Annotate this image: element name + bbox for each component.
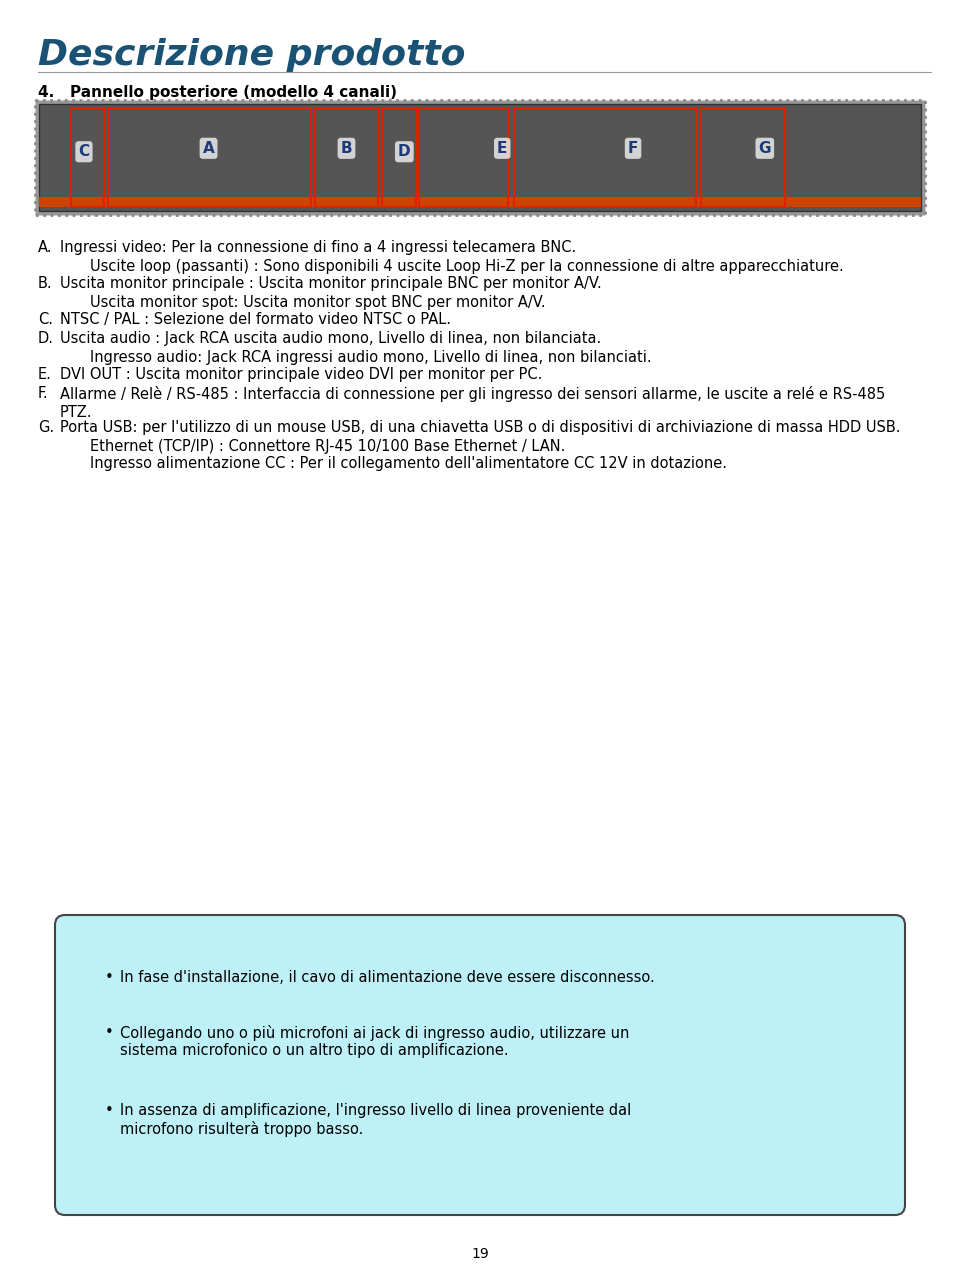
Text: C.: C. <box>38 312 53 327</box>
Text: 4.   Pannello posteriore (modello 4 canali): 4. Pannello posteriore (modello 4 canali… <box>38 85 397 100</box>
FancyBboxPatch shape <box>35 100 925 216</box>
Text: Uscita audio : Jack RCA uscita audio mono, Livello di linea, non bilanciata.: Uscita audio : Jack RCA uscita audio mon… <box>60 331 601 346</box>
Text: Collegando uno o più microfoni ai jack di ingresso audio, utilizzare un
sistema : Collegando uno o più microfoni ai jack d… <box>120 1025 630 1058</box>
Text: A: A <box>203 141 214 155</box>
Text: G: G <box>758 141 771 155</box>
Text: E: E <box>497 141 508 155</box>
FancyBboxPatch shape <box>39 198 921 207</box>
Text: PTZ.: PTZ. <box>60 405 92 420</box>
Text: •: • <box>105 1025 113 1041</box>
Text: Ingresso alimentazione CC : Per il collegamento dell'alimentatore CC 12V in dota: Ingresso alimentazione CC : Per il colle… <box>90 455 727 471</box>
Text: Uscita monitor principale : Uscita monitor principale BNC per monitor A/V.: Uscita monitor principale : Uscita monit… <box>60 276 602 291</box>
Text: D: D <box>398 144 411 159</box>
Text: D.: D. <box>38 331 54 346</box>
Text: B: B <box>341 141 352 155</box>
Text: Ingressi video: Per la connessione di fino a 4 ingressi telecamera BNC.: Ingressi video: Per la connessione di fi… <box>60 240 576 255</box>
Text: Descrizione prodotto: Descrizione prodotto <box>38 38 466 72</box>
Text: NTSC / PAL : Selezione del formato video NTSC o PAL.: NTSC / PAL : Selezione del formato video… <box>60 312 451 327</box>
Text: F.: F. <box>38 386 49 402</box>
Text: C: C <box>79 144 89 159</box>
Text: Uscite loop (passanti) : Sono disponibili 4 uscite Loop Hi-Z per la connessione : Uscite loop (passanti) : Sono disponibil… <box>90 259 844 275</box>
Text: E.: E. <box>38 367 52 382</box>
FancyBboxPatch shape <box>55 915 905 1215</box>
Text: B.: B. <box>38 276 53 291</box>
Text: G.: G. <box>38 420 54 435</box>
Text: A.: A. <box>38 240 53 255</box>
Text: 19: 19 <box>471 1247 489 1261</box>
Text: Ingresso audio: Jack RCA ingressi audio mono, Livello di linea, non bilanciati.: Ingresso audio: Jack RCA ingressi audio … <box>90 350 652 364</box>
Text: In assenza di amplificazione, l'ingresso livello di linea proveniente dal
microf: In assenza di amplificazione, l'ingresso… <box>120 1103 632 1137</box>
Text: DVI OUT : Uscita monitor principale video DVI per monitor per PC.: DVI OUT : Uscita monitor principale vide… <box>60 367 542 382</box>
Text: F: F <box>628 141 638 155</box>
FancyBboxPatch shape <box>39 104 921 210</box>
Text: In fase d'installazione, il cavo di alimentazione deve essere disconnesso.: In fase d'installazione, il cavo di alim… <box>120 970 655 985</box>
Text: Ethernet (TCP/IP) : Connettore RJ-45 10/100 Base Ethernet / LAN.: Ethernet (TCP/IP) : Connettore RJ-45 10/… <box>90 439 565 454</box>
Text: Uscita monitor spot: Uscita monitor spot BNC per monitor A/V.: Uscita monitor spot: Uscita monitor spot… <box>90 295 545 310</box>
Text: •: • <box>105 1103 113 1117</box>
Text: Allarme / Relè / RS-485 : Interfaccia di connessione per gli ingresso dei sensor: Allarme / Relè / RS-485 : Interfaccia di… <box>60 386 885 402</box>
Text: •: • <box>105 970 113 985</box>
Text: Porta USB: per l'utilizzo di un mouse USB, di una chiavetta USB o di dispositivi: Porta USB: per l'utilizzo di un mouse US… <box>60 420 900 435</box>
